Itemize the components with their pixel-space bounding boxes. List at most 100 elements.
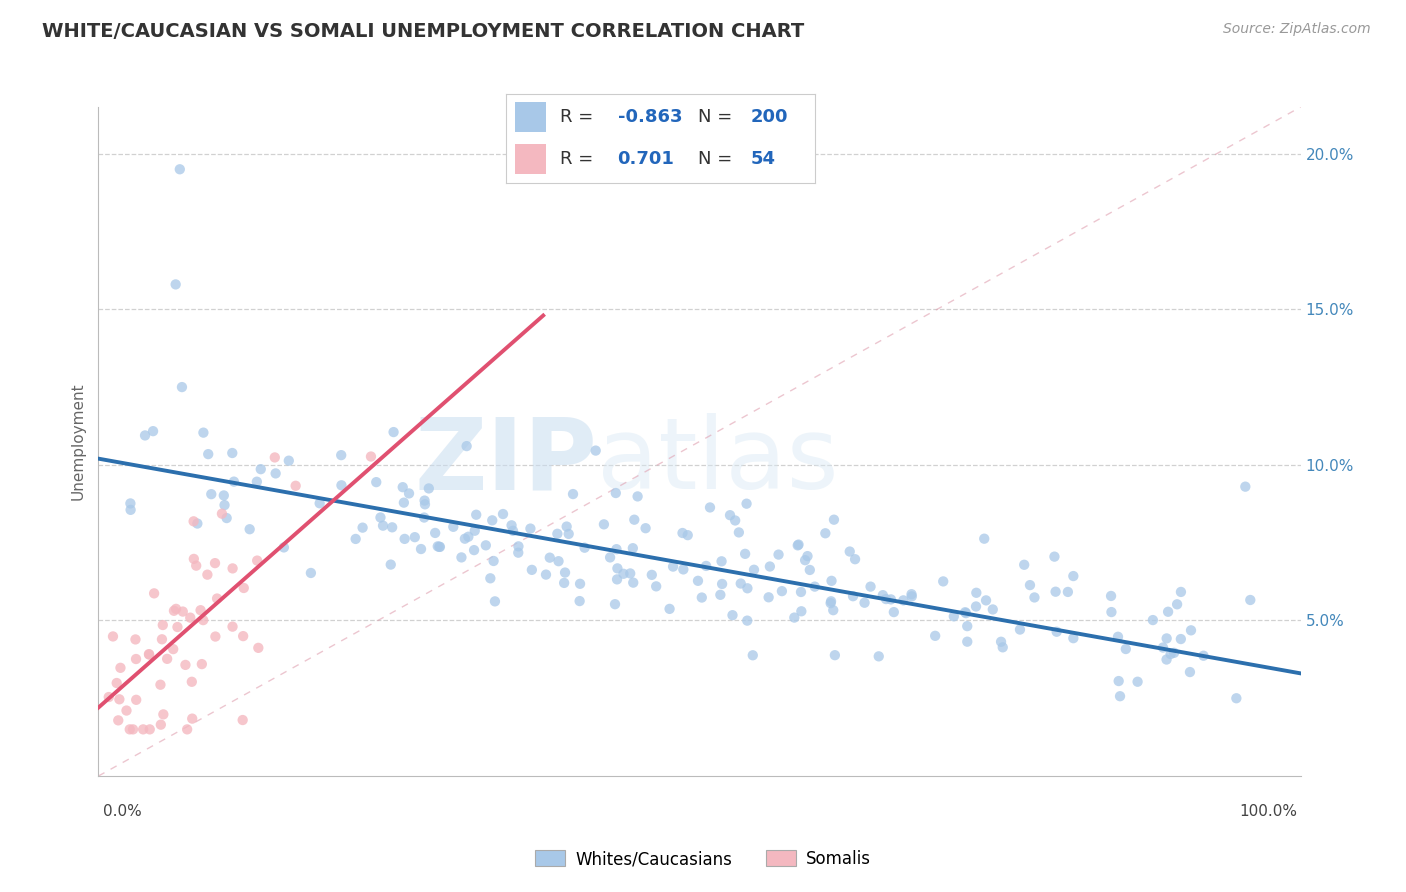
Point [232, 581, 254, 595]
Point [425, 525, 447, 540]
Point [360, 450, 382, 464]
Point [1108, 674, 1130, 689]
Point [790, 604, 813, 618]
Point [484, 594, 506, 608]
Point [413, 510, 436, 524]
Point [204, 556, 226, 570]
Point [606, 573, 628, 587]
Point [464, 524, 486, 538]
Point [1045, 584, 1067, 599]
Point [239, 522, 262, 536]
Point [599, 550, 621, 565]
Point [965, 599, 987, 614]
Point [790, 585, 813, 599]
Point [426, 539, 449, 553]
Point [783, 610, 806, 624]
Point [205, 591, 228, 606]
Point [391, 480, 413, 494]
Point [508, 546, 530, 560]
Y-axis label: Unemployment: Unemployment [70, 383, 86, 500]
Point [735, 497, 758, 511]
Point [212, 488, 235, 502]
Point [1046, 624, 1069, 639]
Point [1156, 632, 1178, 646]
Point [593, 517, 616, 532]
Point [246, 475, 269, 489]
Point [193, 425, 215, 440]
Point [143, 586, 166, 600]
Point [991, 640, 1014, 655]
Point [221, 446, 243, 460]
Point [942, 609, 965, 624]
Point [634, 521, 657, 535]
Point [404, 530, 426, 544]
Point [645, 579, 668, 593]
Point [824, 648, 846, 663]
Point [768, 548, 790, 562]
Legend: Whites/Caucasians, Somalis: Whites/Caucasians, Somalis [529, 844, 877, 875]
Point [370, 510, 392, 524]
Point [284, 479, 307, 493]
Point [204, 630, 226, 644]
Point [1180, 624, 1202, 638]
Point [149, 717, 172, 731]
Point [120, 496, 142, 510]
Point [605, 542, 627, 557]
Point [690, 591, 713, 605]
Point [956, 619, 979, 633]
Point [820, 594, 842, 608]
Point [475, 538, 498, 552]
Point [1109, 690, 1132, 704]
Point [585, 443, 607, 458]
Point [787, 538, 810, 552]
Point [770, 584, 793, 599]
Point [883, 605, 905, 619]
Point [676, 528, 699, 542]
Point [1012, 558, 1035, 572]
Point [924, 629, 946, 643]
Point [246, 553, 269, 567]
Point [118, 723, 141, 737]
Point [612, 566, 634, 581]
Text: -0.863: -0.863 [617, 108, 682, 126]
Point [1170, 632, 1192, 646]
Point [330, 448, 353, 462]
Point [671, 526, 693, 541]
Text: 0.701: 0.701 [617, 150, 675, 168]
Point [492, 507, 515, 521]
Point [200, 487, 222, 501]
Point [382, 425, 405, 439]
Point [429, 540, 451, 554]
Point [101, 629, 124, 643]
Point [156, 652, 179, 666]
Point [711, 577, 734, 591]
Point [508, 540, 530, 554]
Text: WHITE/CAUCASIAN VS SOMALI UNEMPLOYMENT CORRELATION CHART: WHITE/CAUCASIAN VS SOMALI UNEMPLOYMENT C… [42, 22, 804, 41]
Point [299, 566, 322, 580]
Point [482, 554, 505, 568]
Point [215, 511, 238, 525]
Point [183, 514, 205, 528]
Point [844, 552, 866, 566]
Bar [516, 144, 547, 174]
Point [1170, 585, 1192, 599]
Point [875, 592, 897, 607]
Point [183, 552, 205, 566]
Point [880, 592, 903, 607]
Text: Source: ZipAtlas.com: Source: ZipAtlas.com [1223, 22, 1371, 37]
Point [120, 503, 142, 517]
Point [450, 550, 472, 565]
Point [786, 538, 808, 552]
Point [97, 690, 120, 704]
Point [413, 497, 436, 511]
Point [872, 588, 894, 602]
Point [734, 547, 756, 561]
Point [1107, 630, 1129, 644]
Point [232, 713, 254, 727]
Point [859, 580, 882, 594]
Point [838, 544, 860, 558]
Point [823, 603, 845, 617]
Point [623, 513, 645, 527]
Point [181, 712, 204, 726]
Point [820, 596, 842, 610]
